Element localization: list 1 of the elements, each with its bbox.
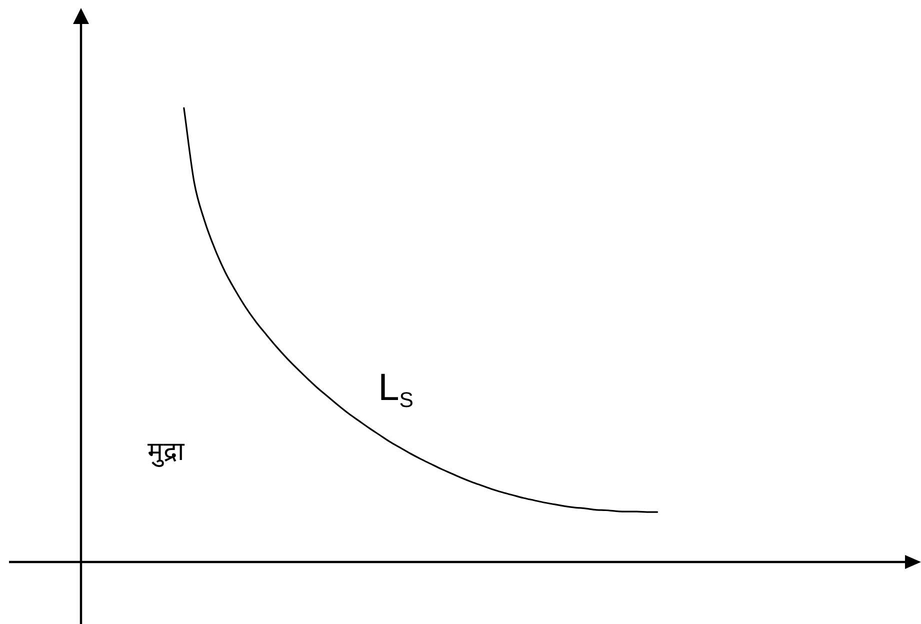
annotation: मुद्रा: [148, 436, 186, 468]
